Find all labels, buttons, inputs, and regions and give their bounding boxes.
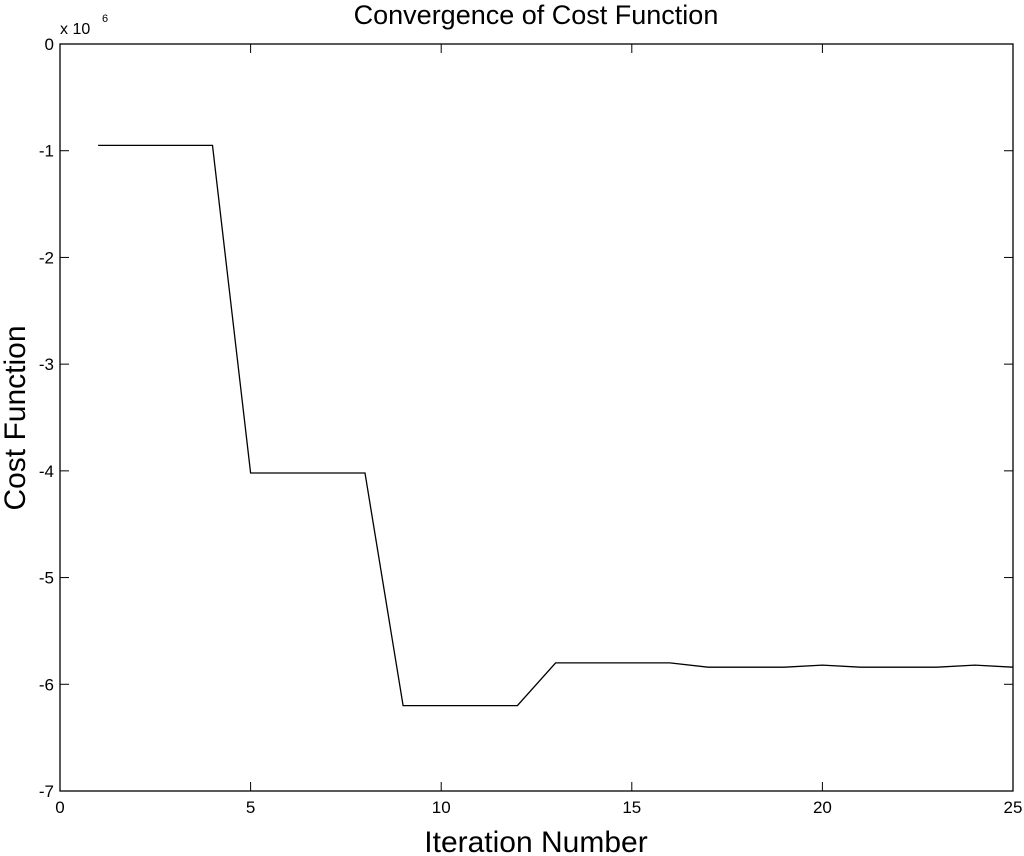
y-tick-label: -3 [39, 355, 54, 374]
y-multiplier-exponent: 6 [102, 13, 108, 25]
y-tick-label: -2 [39, 248, 54, 267]
plot-frame [59, 43, 1014, 792]
x-tick-label: 10 [432, 798, 451, 817]
y-tick-label: 0 [45, 35, 54, 54]
y-multiplier-label: x 10 [60, 21, 90, 38]
y-tick-label: -7 [39, 782, 54, 801]
y-tick-label: -6 [39, 675, 54, 694]
y-axis-label: Cost Function [0, 325, 32, 510]
y-axis: -7 -6 -5 -4 -3 -2 -1 0 [39, 35, 1013, 801]
chart-title: Convergence of Cost Function [354, 0, 719, 30]
x-axis-label: Iteration Number [424, 826, 647, 856]
x-tick-label: 15 [622, 798, 641, 817]
x-tick-label: 5 [246, 798, 255, 817]
x-tick-label: 25 [1004, 798, 1023, 817]
x-tick-label: 0 [55, 798, 64, 817]
y-tick-label: -1 [39, 142, 54, 161]
cost-function-line [98, 144, 1014, 707]
plot-area-border [59, 43, 1014, 792]
series-layer [98, 144, 1014, 707]
y-tick-label: -4 [39, 462, 54, 481]
x-tick-label: 20 [813, 798, 832, 817]
x-axis: 0 5 10 15 20 25 [55, 44, 1022, 817]
y-tick-label: -5 [39, 569, 54, 588]
